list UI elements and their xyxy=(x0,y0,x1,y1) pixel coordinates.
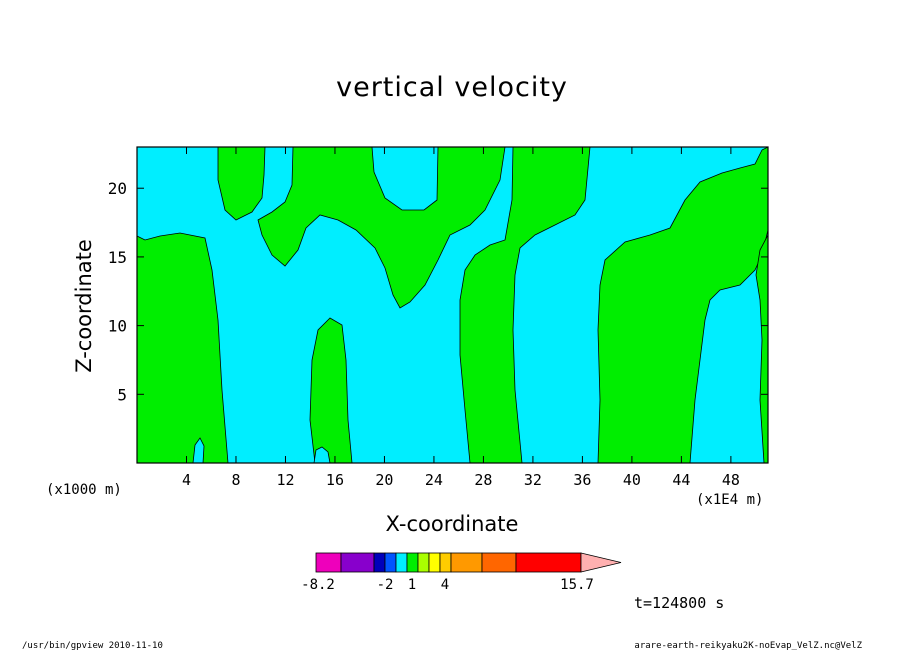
x-tick-label: 12 xyxy=(276,471,294,489)
positive-regions xyxy=(136,146,769,464)
colorbar-segment xyxy=(384,552,397,573)
colorbar-segment xyxy=(515,552,582,573)
positive-region-right xyxy=(597,146,769,464)
colorbar-segment xyxy=(373,552,386,573)
footer-right: arare-earth-reikyaku2K-noEvap_VelZ.nc@Ve… xyxy=(634,641,862,651)
colorbar-extend-arrow xyxy=(580,552,622,573)
y-tick-label: 10 xyxy=(108,317,127,336)
time-label: t=124800 s xyxy=(634,594,725,612)
colorbar-segment xyxy=(481,552,517,573)
x-unit-left: (x1000 m) xyxy=(46,482,122,498)
colorbar-segment xyxy=(340,552,375,573)
positive-region-upper-2 xyxy=(257,146,506,309)
footer-left: /usr/bin/gpview 2010-11-10 xyxy=(22,641,163,651)
x-tick-label: 36 xyxy=(573,471,591,489)
colorbar-tick-label: -2 xyxy=(377,577,394,593)
x-tick-label: 44 xyxy=(672,471,690,489)
x-axis-label: X-coordinate xyxy=(385,512,519,536)
x-tick-label: 16 xyxy=(326,471,344,489)
colorbar-segment xyxy=(395,552,408,573)
colorbar-tick-label: 15.7 xyxy=(560,577,594,593)
colorbar-tick-label: 4 xyxy=(441,577,449,593)
y-tick-label: 20 xyxy=(108,179,127,198)
colorbar: -8.2 -2 1 4 15.7 xyxy=(301,552,622,593)
y-axis-ticks: 5 10 15 20 xyxy=(108,179,768,404)
positive-region-upper-1 xyxy=(217,146,266,221)
colorbar-segment xyxy=(315,552,342,573)
y-tick-label: 5 xyxy=(117,385,127,404)
colorbar-segment xyxy=(450,552,483,573)
y-axis-label: Z-coordinate xyxy=(72,239,96,373)
positive-region-mid-1 xyxy=(309,317,353,464)
chart-title: vertical velocity xyxy=(336,72,568,103)
colorbar-tick-label: -8.2 xyxy=(301,577,335,593)
x-tick-label: 40 xyxy=(623,471,641,489)
x-tick-label: 28 xyxy=(474,471,492,489)
colorbar-tick-label: 1 xyxy=(408,577,416,593)
colorbar-segment xyxy=(406,552,419,573)
x-unit-right: (x1E4 m) xyxy=(696,492,764,508)
y-tick-label: 15 xyxy=(108,248,127,267)
negative-pockets xyxy=(192,437,331,464)
x-axis-ticks: 4 8 12 16 20 24 28 32 36 40 44 48 xyxy=(182,147,740,489)
colorbar-segment xyxy=(428,552,441,573)
x-tick-label: 32 xyxy=(524,471,542,489)
colorbar-segment xyxy=(439,552,452,573)
colorbar-segment xyxy=(417,552,430,573)
plot-frame xyxy=(136,146,769,464)
x-tick-label: 20 xyxy=(375,471,393,489)
x-tick-label: 24 xyxy=(425,471,443,489)
x-tick-label: 8 xyxy=(231,471,240,489)
x-tick-label: 4 xyxy=(182,471,191,489)
x-tick-label: 48 xyxy=(722,471,740,489)
